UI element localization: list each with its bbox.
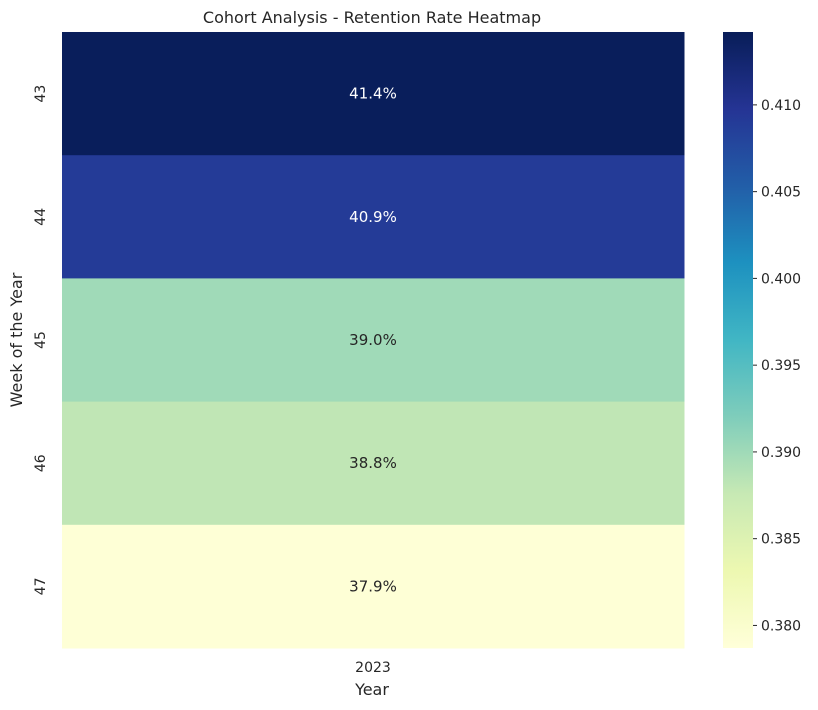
- x-axis-label: Year: [354, 680, 389, 699]
- y-tick-label: 43: [33, 85, 49, 103]
- chart-title: Cohort Analysis - Retention Rate Heatmap: [203, 8, 541, 27]
- y-tick-label: 44: [33, 208, 49, 226]
- colorbar-tick-label: 0.405: [761, 185, 801, 201]
- heatmap-cell: [62, 155, 685, 279]
- cell-annotations: 41.4% 40.9% 39.0% 38.8% 37.9%: [349, 85, 397, 596]
- heatmap-cell: [62, 524, 685, 649]
- colorbar: [723, 32, 753, 648]
- x-tick-label: 2023: [355, 660, 391, 676]
- colorbar-tick-label: 0.380: [761, 618, 801, 634]
- cell-annotation: 41.4%: [349, 85, 397, 103]
- colorbar-tick-label: 0.410: [761, 98, 801, 114]
- colorbar-ticks: 0.380 0.385 0.390 0.395 0.400 0.405 0.410: [753, 98, 801, 634]
- x-tick-labels: 2023: [355, 660, 391, 676]
- colorbar-tick-label: 0.390: [761, 445, 801, 461]
- y-axis-label: Week of the Year: [7, 272, 26, 407]
- heatmap-cell: [62, 401, 685, 526]
- y-tick-labels: 43 44 45 46 47: [33, 85, 49, 596]
- colorbar-tick-label: 0.385: [761, 532, 801, 548]
- y-tick-label: 45: [33, 331, 49, 349]
- y-tick-label: 47: [33, 577, 49, 595]
- colorbar-tick-label: 0.395: [761, 358, 801, 374]
- cell-annotation: 37.9%: [349, 577, 397, 595]
- heatmap-cell: [62, 278, 685, 403]
- colorbar-tick-label: 0.400: [761, 271, 801, 287]
- cell-annotation: 40.9%: [349, 208, 397, 226]
- cell-annotation: 38.8%: [349, 454, 397, 472]
- y-tick-label: 46: [33, 454, 49, 472]
- heatmap-cells: [62, 32, 685, 649]
- cell-annotation: 39.0%: [349, 331, 397, 349]
- heatmap-cell: [62, 32, 685, 156]
